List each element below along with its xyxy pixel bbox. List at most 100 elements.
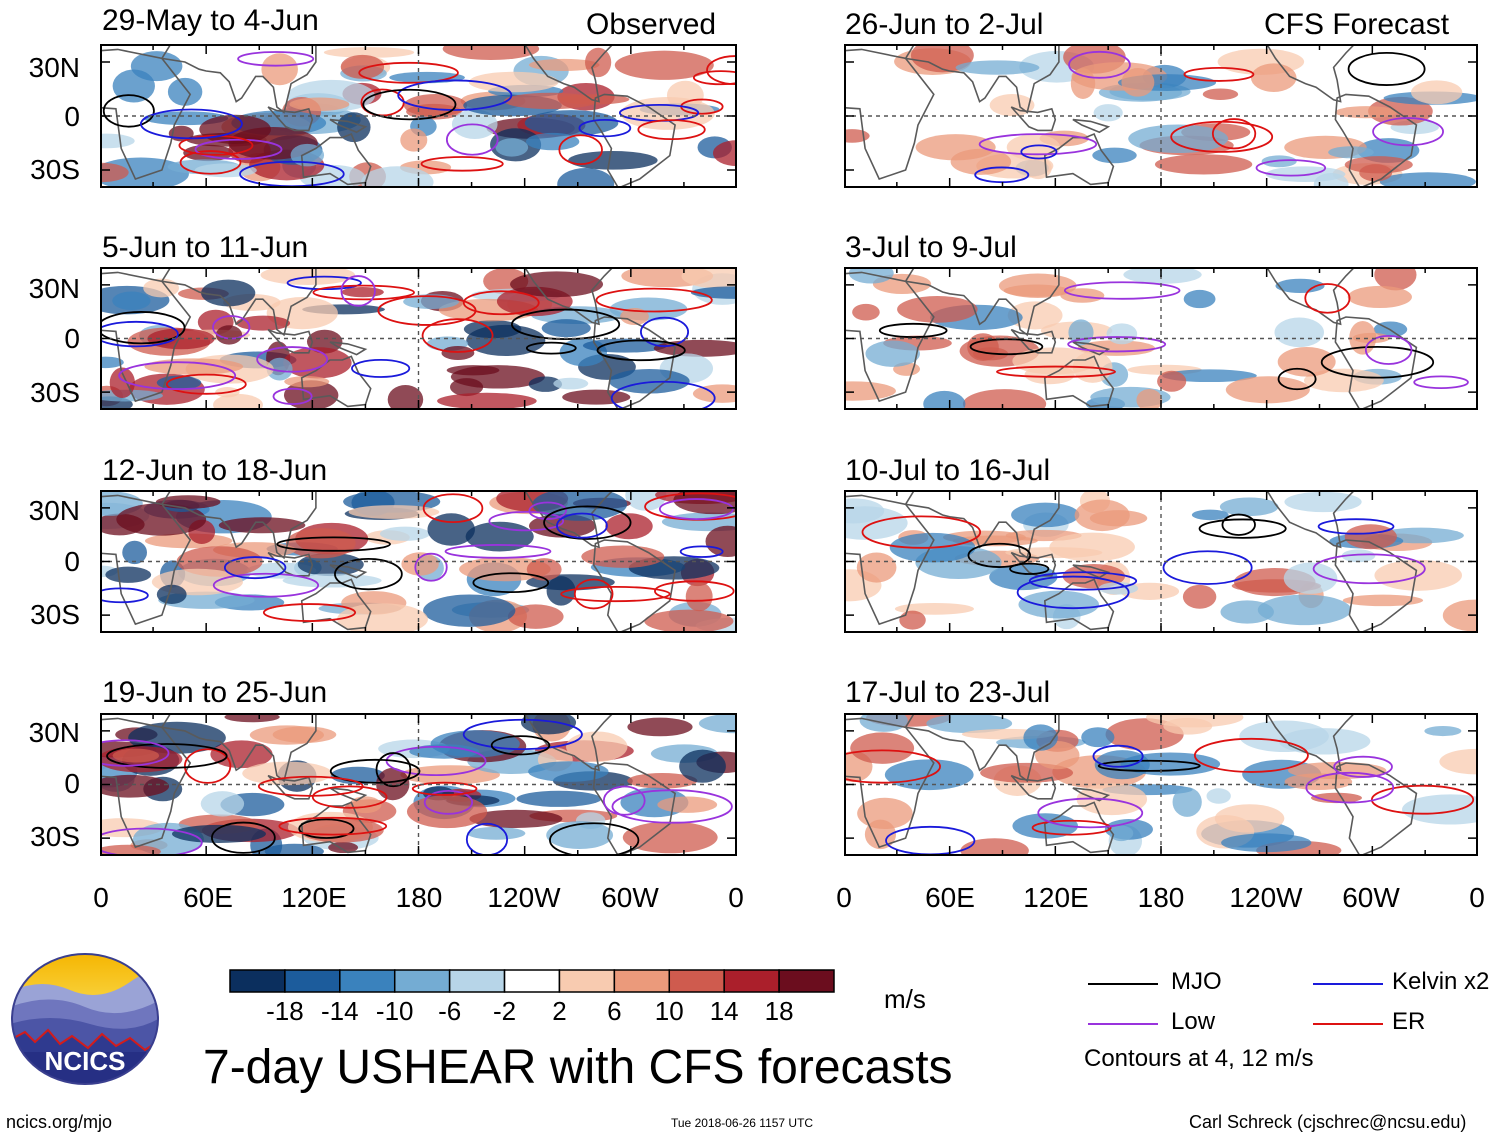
anomaly-shading — [459, 556, 551, 582]
wave-contour — [100, 739, 170, 767]
anomaly-shading — [690, 286, 737, 299]
lat-label: 30N — [28, 273, 80, 304]
wave-contour — [1413, 375, 1469, 390]
wave-contour — [1063, 281, 1181, 300]
wave-contour — [878, 322, 948, 339]
wave-contour — [100, 827, 203, 856]
wave-contour — [679, 545, 724, 558]
wave-contour — [596, 339, 686, 362]
wave-contour — [1037, 797, 1144, 829]
anomaly-shading — [557, 167, 615, 188]
anomaly-shading — [1202, 88, 1239, 100]
wave-contour — [256, 346, 329, 373]
panel-frame — [100, 44, 737, 188]
wave-contour — [445, 123, 499, 156]
wave-contour — [211, 821, 276, 854]
anomaly-shading — [323, 47, 415, 58]
legend-label-low: Low — [1171, 1008, 1216, 1035]
wave-contour — [844, 749, 941, 784]
wave-contour — [179, 150, 242, 175]
wave-contour — [165, 373, 247, 395]
lon-label: 120E — [1023, 882, 1089, 913]
anomaly-shading — [468, 71, 559, 93]
anomaly-shading — [264, 843, 324, 856]
anomaly-shading — [1257, 594, 1352, 626]
wave-contour — [276, 536, 391, 552]
anomaly-shading — [844, 381, 896, 401]
wave-contour — [183, 748, 232, 784]
anomaly-shading — [1092, 147, 1137, 164]
anomaly-shading — [1220, 600, 1274, 624]
panel-title-obs-4: 19-Jun to 25-Jun — [102, 676, 328, 709]
anomaly-shading — [516, 790, 602, 807]
wave-contour — [978, 133, 1098, 156]
coastline — [592, 93, 676, 188]
wave-contour — [611, 789, 733, 824]
coastline — [267, 106, 314, 132]
wave-contour — [1097, 759, 1201, 772]
anomaly-shading — [897, 296, 978, 323]
coastline — [904, 267, 1060, 337]
map-panel-forecast-1 — [844, 44, 1478, 188]
anomaly-shading — [566, 731, 628, 763]
coastline — [1072, 118, 1111, 134]
anomaly-shading — [144, 358, 244, 375]
anomaly-shading — [608, 368, 690, 394]
anomaly-shading — [446, 365, 500, 376]
wave-contour — [100, 311, 186, 345]
panel-title-obs-3: 12-Jun to 18-Jun — [102, 454, 328, 487]
coastline — [1010, 774, 1057, 800]
coastline — [1043, 355, 1115, 408]
colorbar-tick-label: -6 — [438, 996, 462, 1026]
lat-label: 0 — [64, 101, 80, 132]
wave-contour — [996, 365, 1116, 378]
lon-label: 60E — [925, 882, 975, 913]
anomaly-shading — [1402, 794, 1478, 825]
anomaly-shading — [923, 390, 966, 410]
colorbar-swatch — [723, 969, 780, 993]
anomaly-shading — [960, 838, 1029, 856]
coastline — [904, 713, 1060, 783]
wave-contour — [1312, 553, 1426, 585]
wave-contour — [411, 781, 478, 796]
wave-contour — [640, 316, 690, 348]
wave-contour — [422, 493, 484, 524]
wave-contour — [1028, 571, 1138, 591]
wave-contour — [861, 515, 982, 549]
anomaly-shading — [156, 584, 187, 605]
lon-label: 180 — [1137, 882, 1185, 913]
anomaly-shading — [1277, 347, 1336, 377]
wave-contour — [556, 512, 608, 539]
anomaly-shading — [1250, 63, 1297, 92]
anomaly-shading — [1206, 788, 1231, 804]
colorbar-swatch — [339, 969, 396, 993]
wave-contour — [102, 94, 155, 128]
lat-label: 30S — [30, 821, 80, 852]
footer-url[interactable]: ncics.org/mjo — [6, 1112, 113, 1132]
anomaly-shading — [528, 761, 609, 782]
wave-contour — [462, 718, 583, 750]
coastline — [1334, 316, 1418, 410]
anomaly-shading — [962, 389, 1047, 410]
anomaly-shading — [644, 609, 734, 633]
colorbar-tick-label: -14 — [321, 996, 359, 1026]
anomaly-shading — [1303, 368, 1384, 393]
wave-contour — [692, 70, 737, 86]
anomaly-shading — [376, 767, 410, 801]
colorbar-swatch — [284, 969, 341, 993]
anomaly-shading — [290, 143, 325, 167]
anomaly-shading — [581, 545, 665, 568]
anomaly-shading — [681, 267, 737, 289]
wave-contour — [140, 108, 243, 140]
anomaly-shading — [1136, 389, 1163, 410]
anomaly-shading — [1023, 724, 1058, 751]
wave-contour — [272, 387, 313, 405]
wave-contour — [1255, 159, 1327, 177]
anomaly-shading — [495, 138, 529, 157]
anomaly-shading — [582, 338, 668, 353]
wave-contour — [340, 275, 376, 307]
coastline — [267, 328, 314, 354]
anomaly-shading — [100, 356, 124, 369]
anomaly-shading — [1123, 267, 1202, 284]
anomaly-shading — [1359, 164, 1393, 182]
